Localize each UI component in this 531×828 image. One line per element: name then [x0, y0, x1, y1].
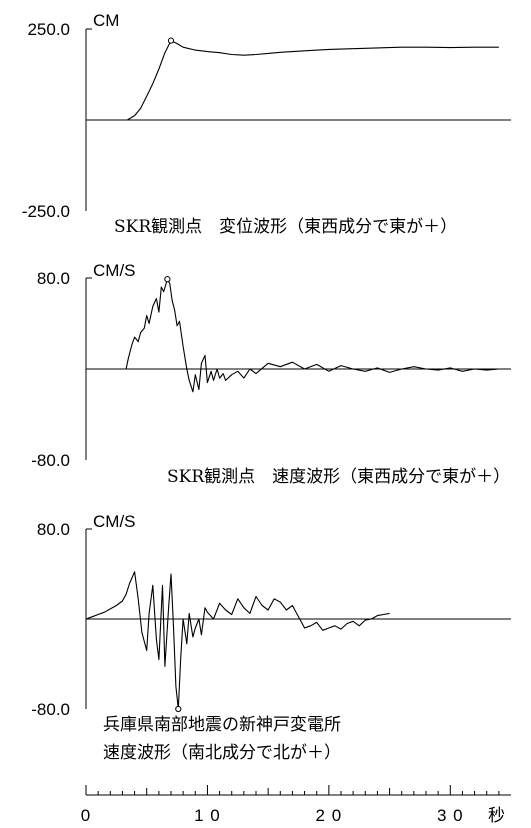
- chart-panel-1: 250.0 -250.0 CM SKR観測点 変位波形（東西成分で東が＋）: [22, 11, 511, 237]
- waveform-series-1: [86, 278, 499, 393]
- y-unit-label: CM/S: [93, 512, 136, 531]
- time-tick-label: 0: [81, 806, 91, 825]
- time-tick-label: 1 0: [194, 806, 221, 825]
- y-tick-label-bottom: -250.0: [22, 202, 70, 221]
- time-tick-label: 2 0: [316, 806, 343, 825]
- waveform-series-1: [86, 40, 499, 121]
- y-unit-label: CM/S: [93, 261, 136, 280]
- peak-marker: [175, 705, 182, 713]
- time-axis: 0 1 0 2 0 3 0 秒: [81, 785, 511, 826]
- caption-line-1: SKR観測点 速度波形（東西成分で東が＋）: [167, 467, 510, 487]
- time-unit-label: 秒: [488, 806, 505, 826]
- chart-panel-2: 80.0 -80.0 CM/S SKR観測点 速度波形（東西成分で東が＋）: [31, 261, 511, 487]
- caption-line-1: SKR観測点 変位波形（東西成分で東が＋）: [114, 217, 457, 237]
- chart-panel-3: 80.0 -80.0 CM/S 兵庫県南部地震の新神戸変電所速度波形（南北成分で北が＋…: [31, 512, 511, 763]
- y-tick-label-top: 80.0: [37, 520, 70, 539]
- waveform-series-1: [85, 571, 390, 710]
- panels: 250.0 -250.0 CM SKR観測点 変位波形（東西成分で東が＋） 80.0 -8…: [22, 11, 511, 763]
- caption-line-2: 速度波形（南北成分で北が＋）: [103, 743, 341, 763]
- y-unit-label: CM: [93, 11, 119, 30]
- y-tick-label-bottom: -80.0: [31, 451, 70, 470]
- peak-marker: [167, 37, 175, 44]
- caption-line-1: 兵庫県南部地震の新神戸変電所: [103, 715, 341, 735]
- y-tick-label-top: 80.0: [37, 269, 70, 288]
- y-tick-label-top: 250.0: [27, 20, 70, 39]
- peak-marker: [164, 276, 171, 283]
- y-tick-label-bottom: -80.0: [31, 700, 70, 719]
- time-tick-label: 3 0: [437, 806, 464, 825]
